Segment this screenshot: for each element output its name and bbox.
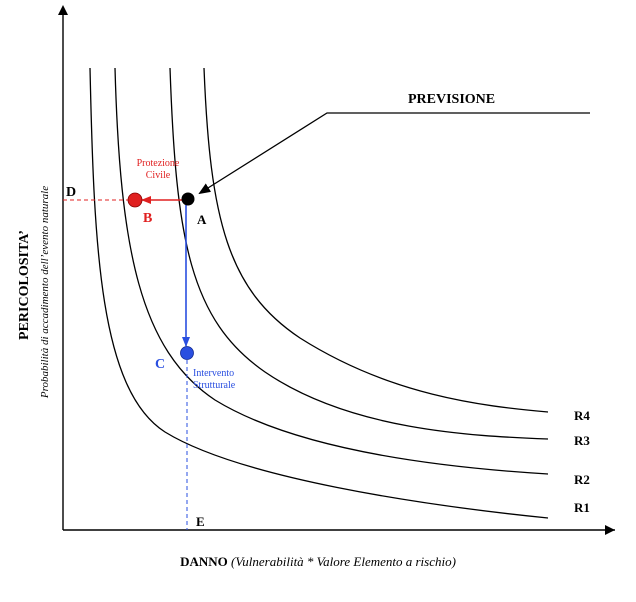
point-label-c: C: [155, 357, 165, 372]
previsione-label: PREVISIONE: [408, 92, 495, 107]
curve-r1: [89, 67, 549, 519]
x-axis-label-bold: DANNO: [180, 554, 228, 569]
point-label-a: A: [197, 212, 207, 227]
point-label-e: E: [196, 514, 205, 529]
x-axis-label-italic: (Vulnerabilità * Valore Elemento a risch…: [231, 554, 456, 569]
curve-label-r2: R2: [574, 472, 590, 487]
curve-r4: [203, 67, 549, 413]
protezione-civile-line1: Protezione: [137, 158, 180, 169]
y-axis-label-italic: Probabilità di accadimento dell’evento n…: [39, 186, 51, 399]
x-axis-label: DANNO (Vulnerabilità * Valore Elemento a…: [180, 554, 456, 569]
point-label-b: B: [143, 211, 152, 226]
point-b-marker: [127, 192, 143, 208]
curve-r3: [169, 67, 549, 440]
point-c-marker: [180, 346, 194, 360]
curve-label-r3: R3: [574, 433, 590, 448]
point-a-marker: [181, 192, 195, 206]
point-label-d: D: [66, 185, 76, 200]
curve-label-r4: R4: [574, 408, 590, 423]
intervento-strutturale-line1: Intervento: [193, 368, 234, 379]
curve-r2: [114, 67, 549, 475]
curve-label-r1: R1: [574, 500, 590, 515]
previsione-pointer-line: [198, 112, 590, 195]
y-axis-label-bold: PERICOLOSITA’: [17, 230, 32, 340]
intervento-strutturale-line2: Strutturale: [193, 380, 236, 391]
protezione-civile-line2: Civile: [146, 170, 171, 181]
